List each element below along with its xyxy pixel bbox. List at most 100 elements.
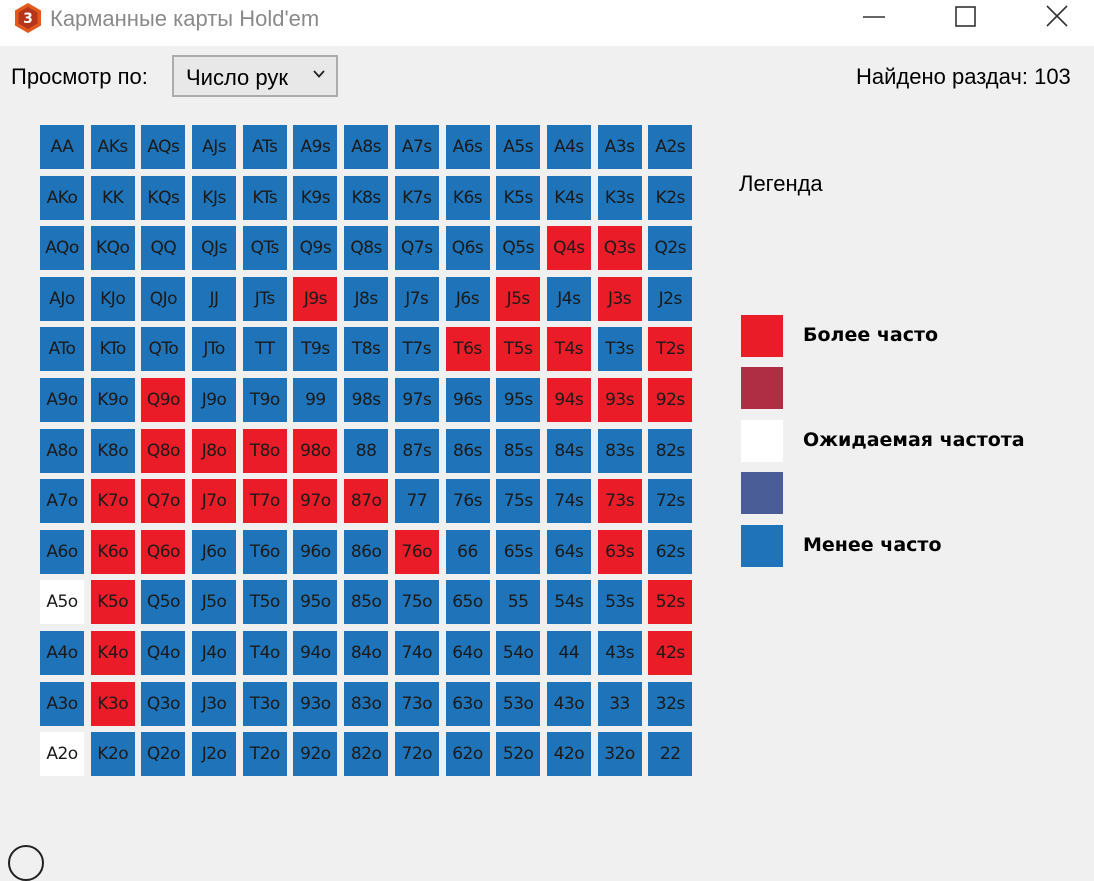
hand-cell[interactable]: A6o — [40, 529, 84, 574]
hand-cell[interactable]: K8s — [344, 175, 389, 220]
hand-cell[interactable]: J5o — [192, 580, 237, 625]
hand-cell[interactable]: 98s — [344, 377, 389, 422]
hand-cell[interactable]: 82s — [648, 428, 693, 473]
hand-cell[interactable]: KK — [90, 175, 135, 220]
hand-cell[interactable]: T8o — [242, 428, 287, 473]
hand-cell[interactable]: T6o — [242, 529, 287, 574]
hand-cell[interactable]: 55 — [496, 580, 541, 625]
hand-cell[interactable]: J9s — [293, 276, 338, 321]
hand-cell[interactable]: 63s — [597, 529, 642, 574]
hand-cell[interactable]: 65o — [445, 580, 490, 625]
hand-cell[interactable]: 76o — [394, 529, 439, 574]
hand-cell[interactable]: K6s — [445, 175, 490, 220]
hand-cell[interactable]: 87s — [394, 428, 439, 473]
hand-cell[interactable]: Q4o — [141, 630, 186, 675]
hand-cell[interactable]: 85s — [496, 428, 541, 473]
hand-cell[interactable]: 42s — [648, 630, 693, 675]
hand-cell[interactable]: K4o — [90, 630, 135, 675]
hand-cell[interactable]: A9s — [293, 125, 338, 169]
hand-cell[interactable]: K2s — [648, 175, 693, 220]
hand-cell[interactable]: Q5o — [141, 580, 186, 625]
hand-cell[interactable]: 98o — [293, 428, 338, 473]
hand-cell[interactable]: TT — [242, 327, 287, 372]
hand-cell[interactable]: A5s — [496, 125, 541, 169]
hand-cell[interactable]: A8s — [344, 125, 389, 169]
hand-cell[interactable]: Q5s — [496, 226, 541, 271]
hand-cell[interactable]: 84o — [344, 630, 389, 675]
hand-cell[interactable]: 96o — [293, 529, 338, 574]
hand-cell[interactable]: J7s — [394, 276, 439, 321]
hand-cell[interactable]: A5o — [40, 580, 84, 625]
hand-cell[interactable]: 52s — [648, 580, 693, 625]
hand-cell[interactable]: 86o — [344, 529, 389, 574]
hand-cell[interactable]: Q9o — [141, 377, 186, 422]
hand-cell[interactable]: J6o — [192, 529, 237, 574]
hand-cell[interactable]: J4o — [192, 630, 237, 675]
hand-cell[interactable]: KJo — [90, 276, 135, 321]
hand-cell[interactable]: 53o — [496, 681, 541, 726]
hand-cell[interactable]: 94o — [293, 630, 338, 675]
hand-cell[interactable]: 43s — [597, 630, 642, 675]
hand-cell[interactable]: 93s — [597, 377, 642, 422]
hand-cell[interactable]: T5o — [242, 580, 287, 625]
hand-cell[interactable]: A2o — [40, 732, 84, 777]
hand-cell[interactable]: 73o — [394, 681, 439, 726]
hand-cell[interactable]: 77 — [394, 479, 439, 524]
hand-cell[interactable]: 88 — [344, 428, 389, 473]
hand-cell[interactable]: KQs — [141, 175, 186, 220]
hand-cell[interactable]: T9s — [293, 327, 338, 372]
hand-cell[interactable]: 83s — [597, 428, 642, 473]
hand-cell[interactable]: J2s — [648, 276, 693, 321]
hand-cell[interactable]: 83o — [344, 681, 389, 726]
hand-cell[interactable]: J3s — [597, 276, 642, 321]
hand-cell[interactable]: A7s — [394, 125, 439, 169]
hand-cell[interactable]: Q7s — [394, 226, 439, 271]
hand-cell[interactable]: JTs — [242, 276, 287, 321]
hand-cell[interactable]: JTo — [192, 327, 237, 372]
hand-cell[interactable]: K9s — [293, 175, 338, 220]
hand-cell[interactable]: 22 — [648, 732, 693, 777]
hand-cell[interactable]: AKs — [90, 125, 135, 169]
hand-cell[interactable]: Q2o — [141, 732, 186, 777]
hand-cell[interactable]: 54s — [546, 580, 591, 625]
hand-cell[interactable]: Q6s — [445, 226, 490, 271]
hand-cell[interactable]: 62o — [445, 732, 490, 777]
hand-cell[interactable]: KQo — [90, 226, 135, 271]
hand-cell[interactable]: T6s — [445, 327, 490, 372]
hand-cell[interactable]: Q3s — [597, 226, 642, 271]
hand-cell[interactable]: 33 — [597, 681, 642, 726]
hand-cell[interactable]: 73s — [597, 479, 642, 524]
hand-cell[interactable]: AJs — [192, 125, 237, 169]
hand-cell[interactable]: A2s — [648, 125, 693, 169]
hand-cell[interactable]: 92o — [293, 732, 338, 777]
hand-cell[interactable]: 97o — [293, 479, 338, 524]
hand-cell[interactable]: AKo — [40, 175, 84, 220]
hand-cell[interactable]: 75o — [394, 580, 439, 625]
hand-cell[interactable]: Q6o — [141, 529, 186, 574]
hand-cell[interactable]: J3o — [192, 681, 237, 726]
hand-cell[interactable]: A8o — [40, 428, 84, 473]
hand-cell[interactable]: 97s — [394, 377, 439, 422]
hand-cell[interactable]: A3o — [40, 681, 84, 726]
hand-cell[interactable]: T4o — [242, 630, 287, 675]
minimize-icon[interactable] — [850, 0, 896, 36]
hand-cell[interactable]: 84s — [546, 428, 591, 473]
hand-cell[interactable]: QJs — [192, 226, 237, 271]
hand-cell[interactable]: KTo — [90, 327, 135, 372]
hand-cell[interactable]: 74o — [394, 630, 439, 675]
hand-cell[interactable]: K2o — [90, 732, 135, 777]
hand-cell[interactable]: 72s — [648, 479, 693, 524]
hand-cell[interactable]: ATs — [242, 125, 287, 169]
hand-cell[interactable]: ATo — [40, 327, 84, 372]
hand-cell[interactable]: Q8s — [344, 226, 389, 271]
hand-cell[interactable]: QJo — [141, 276, 186, 321]
view-by-select[interactable]: Число рук — [172, 55, 338, 97]
hand-cell[interactable]: T9o — [242, 377, 287, 422]
hand-cell[interactable]: 94s — [546, 377, 591, 422]
hand-cell[interactable]: T7o — [242, 479, 287, 524]
hand-cell[interactable]: K6o — [90, 529, 135, 574]
hand-cell[interactable]: 96s — [445, 377, 490, 422]
hand-cell[interactable]: QTs — [242, 226, 287, 271]
hand-cell[interactable]: 82o — [344, 732, 389, 777]
hand-cell[interactable]: J2o — [192, 732, 237, 777]
